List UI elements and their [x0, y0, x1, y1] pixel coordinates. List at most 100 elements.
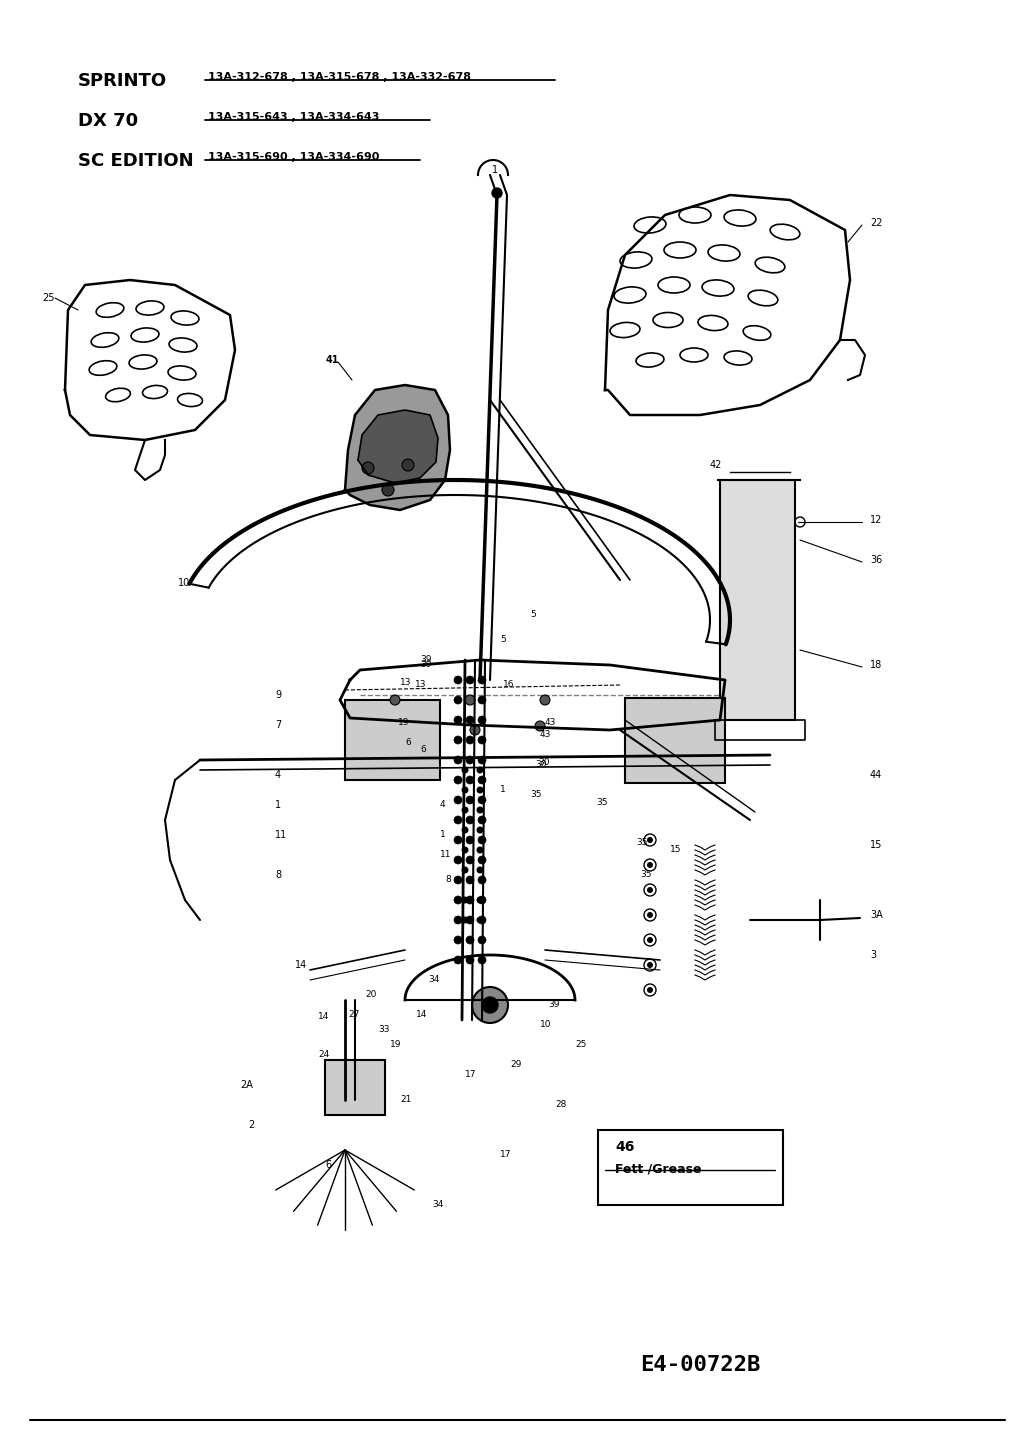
Circle shape: [454, 816, 462, 824]
FancyBboxPatch shape: [345, 700, 440, 780]
Circle shape: [382, 484, 394, 496]
Circle shape: [477, 846, 484, 853]
Circle shape: [466, 877, 474, 884]
Text: 9: 9: [275, 690, 281, 700]
Circle shape: [478, 777, 486, 784]
Circle shape: [472, 987, 508, 1023]
Circle shape: [466, 696, 474, 704]
Text: 3A: 3A: [870, 910, 882, 920]
Text: 13: 13: [415, 680, 426, 690]
Text: 39: 39: [548, 1000, 559, 1009]
Text: 22: 22: [870, 217, 882, 227]
Circle shape: [477, 807, 484, 813]
Text: 43: 43: [540, 730, 551, 739]
Circle shape: [478, 716, 486, 724]
Circle shape: [478, 877, 486, 884]
Text: 12: 12: [870, 514, 882, 525]
Text: 11: 11: [275, 830, 287, 840]
Text: 43: 43: [545, 719, 556, 727]
Circle shape: [466, 777, 474, 784]
Circle shape: [390, 696, 400, 706]
Circle shape: [466, 836, 474, 843]
Circle shape: [478, 836, 486, 843]
Circle shape: [461, 897, 469, 904]
Text: 1: 1: [499, 785, 506, 794]
Circle shape: [478, 796, 486, 804]
Text: 33: 33: [378, 1024, 389, 1035]
Text: 14: 14: [416, 1010, 427, 1019]
Circle shape: [466, 716, 474, 724]
Circle shape: [647, 862, 653, 868]
Text: 21: 21: [400, 1095, 412, 1104]
Circle shape: [478, 856, 486, 864]
Text: 39: 39: [420, 659, 431, 669]
Text: 15: 15: [870, 840, 882, 851]
Text: SPRINTO: SPRINTO: [78, 72, 167, 90]
Circle shape: [647, 911, 653, 919]
Text: 19: 19: [398, 719, 410, 727]
Circle shape: [454, 677, 462, 684]
Circle shape: [647, 987, 653, 993]
Text: 7: 7: [275, 720, 282, 730]
Text: 29: 29: [510, 1061, 521, 1069]
Text: SC EDITION: SC EDITION: [78, 152, 194, 170]
Text: 13A-315-690 , 13A-334-690: 13A-315-690 , 13A-334-690: [208, 152, 380, 162]
Circle shape: [478, 936, 486, 943]
Circle shape: [454, 716, 462, 724]
Circle shape: [470, 724, 480, 735]
Circle shape: [477, 767, 484, 774]
Circle shape: [465, 696, 475, 706]
Text: 28: 28: [555, 1100, 567, 1108]
Text: 6: 6: [420, 745, 426, 753]
Circle shape: [454, 777, 462, 784]
Text: 4: 4: [440, 800, 446, 809]
Circle shape: [461, 767, 469, 774]
Circle shape: [540, 696, 550, 706]
Text: 10: 10: [540, 1020, 551, 1029]
Text: 25: 25: [575, 1040, 586, 1049]
Circle shape: [478, 677, 486, 684]
Text: 6: 6: [405, 738, 411, 748]
Text: 42: 42: [710, 459, 722, 469]
Circle shape: [454, 956, 462, 964]
Text: 13A-315-643 , 13A-334-643: 13A-315-643 , 13A-334-643: [208, 112, 380, 122]
Text: 39: 39: [420, 655, 431, 664]
Circle shape: [466, 916, 474, 924]
Circle shape: [478, 816, 486, 824]
Circle shape: [492, 188, 502, 199]
Text: DX 70: DX 70: [78, 112, 138, 130]
Text: 3: 3: [870, 951, 876, 961]
Circle shape: [454, 877, 462, 884]
Text: 36: 36: [870, 555, 882, 565]
Text: 35: 35: [596, 798, 608, 807]
Circle shape: [461, 846, 469, 853]
Text: 46: 46: [615, 1140, 635, 1153]
Text: 30: 30: [535, 759, 547, 769]
Circle shape: [461, 787, 469, 794]
Circle shape: [466, 677, 474, 684]
Circle shape: [477, 917, 484, 923]
Text: 41: 41: [326, 355, 340, 365]
FancyBboxPatch shape: [625, 698, 725, 782]
Text: 10: 10: [178, 578, 190, 588]
Text: 16: 16: [503, 680, 515, 690]
Circle shape: [461, 826, 469, 833]
Text: Fett /Grease: Fett /Grease: [615, 1162, 702, 1175]
Text: 18: 18: [870, 659, 882, 669]
Circle shape: [482, 997, 498, 1013]
Text: E4-00722B: E4-00722B: [640, 1355, 761, 1375]
FancyBboxPatch shape: [720, 480, 795, 720]
Circle shape: [454, 736, 462, 743]
Circle shape: [454, 895, 462, 904]
Circle shape: [466, 796, 474, 804]
Circle shape: [466, 956, 474, 964]
Circle shape: [647, 938, 653, 943]
Text: 24: 24: [318, 1051, 329, 1059]
Text: 13A-312-678 , 13A-315-678 , 13A-332-678: 13A-312-678 , 13A-315-678 , 13A-332-678: [208, 72, 471, 83]
Text: 8: 8: [445, 875, 451, 884]
Text: 4: 4: [275, 769, 281, 780]
Text: 8: 8: [275, 869, 281, 880]
Circle shape: [461, 807, 469, 813]
Circle shape: [478, 756, 486, 764]
Text: 44: 44: [870, 769, 882, 780]
